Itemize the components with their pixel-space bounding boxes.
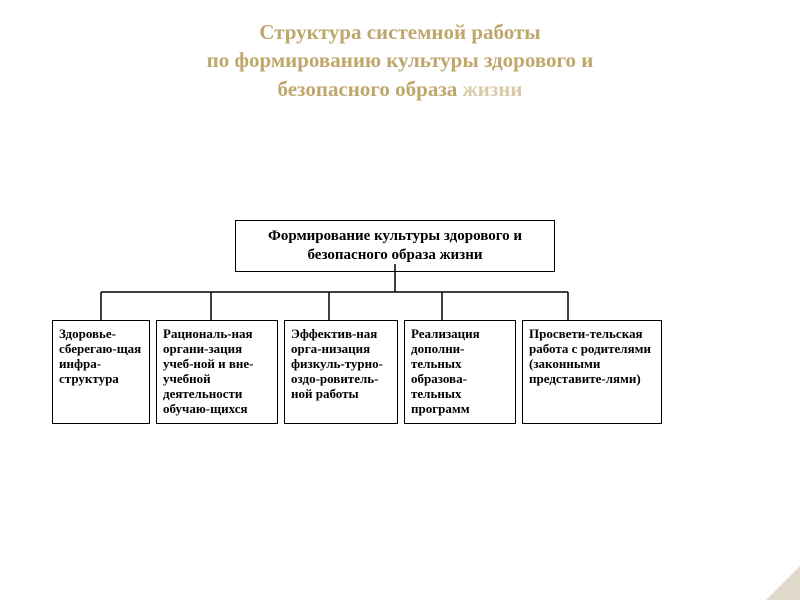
title-line-3: безопасного образа жизни — [40, 75, 760, 103]
child-node-0: Здоровье-сберегаю-щая инфра-структура — [52, 320, 150, 424]
title-line-3a: безопасного образа — [278, 77, 463, 101]
title-line-3b: жизни — [463, 77, 523, 101]
children-row: Здоровье-сберегаю-щая инфра-структураРац… — [52, 320, 662, 424]
title-line-2: по формированию культуры здорового и — [40, 46, 760, 74]
child-node-1: Рациональ-ная органи-зация учеб-ной и вн… — [156, 320, 278, 424]
child-node-3: Реализация дополни-тельных образова-тель… — [404, 320, 516, 424]
page-title: Структура системной работы по формирован… — [0, 0, 800, 103]
child-node-2: Эффектив-ная орга-низация физкуль-турно-… — [284, 320, 398, 424]
title-line-1: Структура системной работы — [40, 18, 760, 46]
connectors — [0, 264, 800, 324]
child-node-4: Просвети-тельская работа с родителями (з… — [522, 320, 662, 424]
page-curl-icon — [766, 566, 800, 600]
